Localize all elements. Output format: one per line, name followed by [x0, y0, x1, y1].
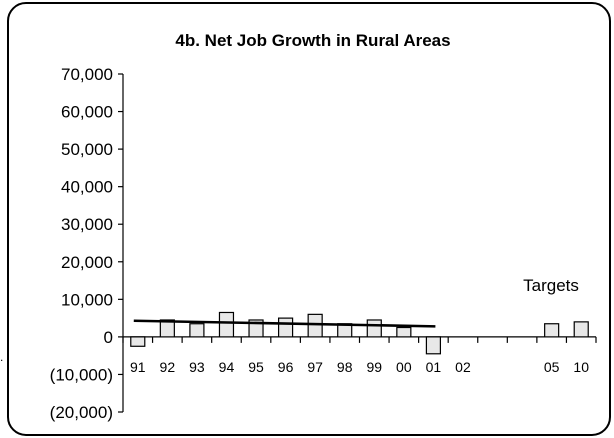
- x-tick-label: 94: [219, 359, 235, 375]
- targets-annotation: Targets: [523, 276, 579, 295]
- bar-93: [189, 323, 205, 338]
- side-marker: .: [0, 350, 4, 364]
- bar-05: [544, 323, 560, 338]
- x-tick-label: 92: [160, 359, 176, 375]
- x-tick-label: 00: [396, 359, 412, 375]
- x-tick-label: 01: [426, 359, 442, 375]
- bar-94: [218, 311, 235, 338]
- x-tick-label: 93: [189, 359, 205, 375]
- y-tick-label: 10,000: [61, 290, 113, 309]
- x-tick-label: 02: [455, 359, 471, 375]
- y-tick-label: (20,000): [50, 403, 113, 422]
- chart-border: [7, 2, 611, 436]
- x-tick-label: 99: [366, 359, 382, 375]
- bar-97: [307, 313, 323, 338]
- bar-01: [425, 336, 442, 355]
- y-tick-label: (10,000): [50, 365, 113, 384]
- x-tick-label: 95: [248, 359, 264, 375]
- bar-10: [573, 321, 589, 338]
- bar-92: [159, 319, 175, 338]
- y-tick-label: 30,000: [61, 215, 113, 234]
- trend-line: [133, 319, 436, 328]
- x-tick-label: 05: [544, 359, 560, 375]
- bar-91: [130, 336, 146, 347]
- x-tick-label: 91: [130, 359, 146, 375]
- x-tick-label: 98: [337, 359, 353, 375]
- y-tick-label: 20,000: [61, 253, 113, 272]
- plot-area: 70,000 60,000 50,000 40,000 30,000 20,000 10,0…: [50, 65, 597, 422]
- y-tick-label: 60,000: [61, 103, 113, 122]
- y-tick-label: 0: [104, 328, 113, 347]
- x-tick-label: 97: [307, 359, 323, 375]
- bar-99: [366, 319, 382, 338]
- bar-96: [277, 317, 294, 338]
- chart-title: 4b. Net Job Growth in Rural Areas: [175, 31, 450, 50]
- y-tick-label: 40,000: [61, 178, 113, 197]
- y-tick-label: 70,000: [61, 65, 113, 84]
- x-tick-label: 10: [573, 359, 589, 375]
- y-tick-label: 50,000: [61, 140, 113, 159]
- bar-00: [396, 326, 412, 338]
- x-tick-label: 96: [278, 359, 294, 375]
